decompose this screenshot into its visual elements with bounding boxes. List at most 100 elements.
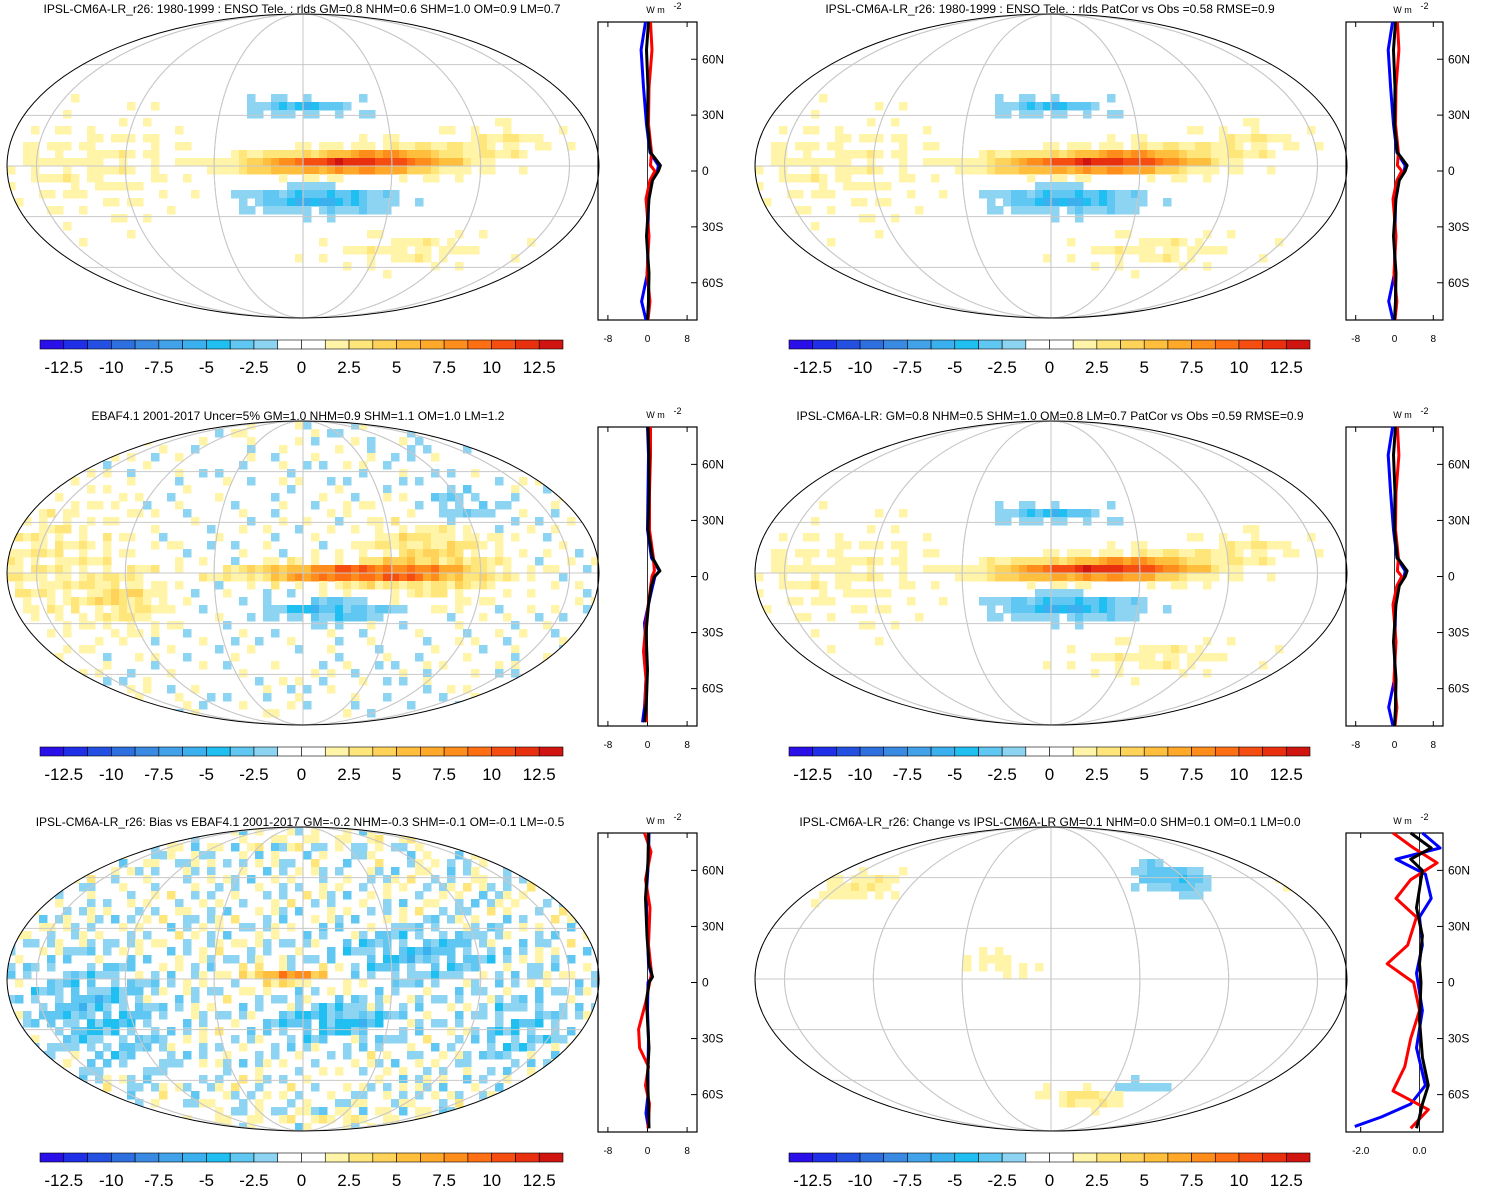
colorbar-swatch [836, 1152, 861, 1163]
field-cell [367, 613, 376, 622]
field-cell [1099, 597, 1108, 606]
field-cell [263, 1075, 272, 1084]
field-cell [1163, 246, 1172, 255]
field-cell [343, 573, 352, 582]
field-cell [31, 573, 40, 582]
field-cell [351, 1003, 360, 1012]
field-cell [1051, 182, 1060, 191]
field-cell [199, 971, 208, 980]
field-cell [103, 1003, 112, 1012]
field-cell [247, 1123, 256, 1131]
field-cell [175, 693, 184, 702]
field-cell [1051, 94, 1060, 103]
field-cell [79, 1067, 88, 1076]
field-cell [335, 597, 344, 606]
field-cell [335, 190, 344, 199]
field-cell [311, 915, 320, 924]
field-cell [135, 1043, 144, 1052]
field-cell [1035, 589, 1044, 598]
field-cell [479, 613, 488, 622]
field-cell [287, 150, 296, 159]
colorbar-swatch [39, 339, 65, 350]
field-cell [151, 541, 160, 550]
field-cell [1275, 541, 1284, 550]
field-cell [439, 525, 448, 534]
field-cell [811, 142, 820, 151]
field-cell [995, 158, 1004, 167]
field-cell [31, 1019, 40, 1028]
field-cell [287, 1083, 296, 1092]
field-cell [47, 955, 56, 964]
colorbar-swatch [1025, 746, 1050, 757]
field-cell [367, 867, 376, 876]
field-cell [567, 955, 576, 964]
field-cell [439, 971, 448, 980]
field-cell [383, 166, 392, 175]
field-cell [319, 597, 328, 606]
field-cell [399, 843, 408, 852]
field-cell [111, 987, 120, 996]
field-cell [111, 963, 120, 972]
field-cell [1171, 653, 1180, 662]
field-cell [843, 158, 852, 167]
field-cell [415, 979, 424, 988]
field-cell [883, 589, 892, 598]
field-cell [303, 182, 312, 191]
field-cell [319, 963, 328, 972]
field-cell [175, 541, 184, 550]
field-cell [159, 581, 168, 590]
field-cell [143, 214, 152, 223]
field-cell [1155, 859, 1164, 868]
field-cell [71, 1003, 80, 1012]
field-cell [1115, 262, 1124, 271]
field-cell [327, 206, 336, 215]
field-cell [559, 1011, 568, 1020]
field-cell [1243, 525, 1252, 534]
field-cell [95, 987, 104, 996]
colorbar-label: 5 [392, 1171, 401, 1187]
field-cell [1115, 605, 1124, 614]
field-cell [311, 501, 320, 510]
field-cell [71, 923, 80, 932]
field-cell [463, 979, 472, 988]
field-cell [271, 453, 280, 462]
field-cell [495, 549, 504, 558]
field-cell [271, 493, 280, 502]
field-cell [415, 565, 424, 574]
field-cell [1075, 613, 1084, 622]
x-tick-label: -8 [1351, 334, 1360, 345]
field-cell [1043, 182, 1052, 191]
field-cell [779, 581, 788, 590]
field-cell [471, 469, 480, 478]
field-cell [463, 963, 472, 972]
field-cell [1139, 134, 1148, 143]
field-cell [1051, 581, 1060, 590]
field-cell [199, 851, 208, 860]
field-cell [135, 979, 144, 988]
field-cell [151, 971, 160, 980]
field-cell [407, 445, 416, 454]
field-cell [247, 517, 256, 526]
colorbar-swatch [1191, 1152, 1216, 1163]
field-cell [215, 1115, 224, 1124]
field-cell [319, 661, 328, 670]
panel-5: IPSL-CM6A-LR_r26: Bias vs EBAF4.1 2001-2… [6, 812, 724, 1187]
field-cell [375, 581, 384, 590]
field-cell [1163, 238, 1172, 247]
field-cell [103, 1027, 112, 1036]
field-cell [71, 1043, 80, 1052]
field-cell [63, 541, 72, 550]
field-cell [447, 939, 456, 948]
meridian-line [784, 14, 1318, 318]
field-cell [127, 166, 136, 175]
field-cell [1131, 549, 1140, 558]
field-cell [303, 685, 312, 694]
field-cell [279, 979, 288, 988]
colorbar-swatch [206, 746, 231, 757]
field-cell [191, 971, 200, 980]
field-cell [111, 1027, 120, 1036]
field-cell [1243, 150, 1252, 159]
field-cell [287, 1115, 296, 1124]
field-cell [119, 493, 128, 502]
field-cell [423, 867, 432, 876]
